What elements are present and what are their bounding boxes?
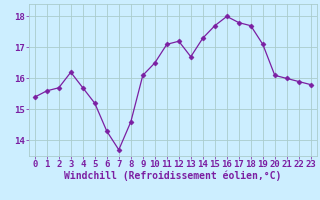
X-axis label: Windchill (Refroidissement éolien,°C): Windchill (Refroidissement éolien,°C) <box>64 171 282 181</box>
